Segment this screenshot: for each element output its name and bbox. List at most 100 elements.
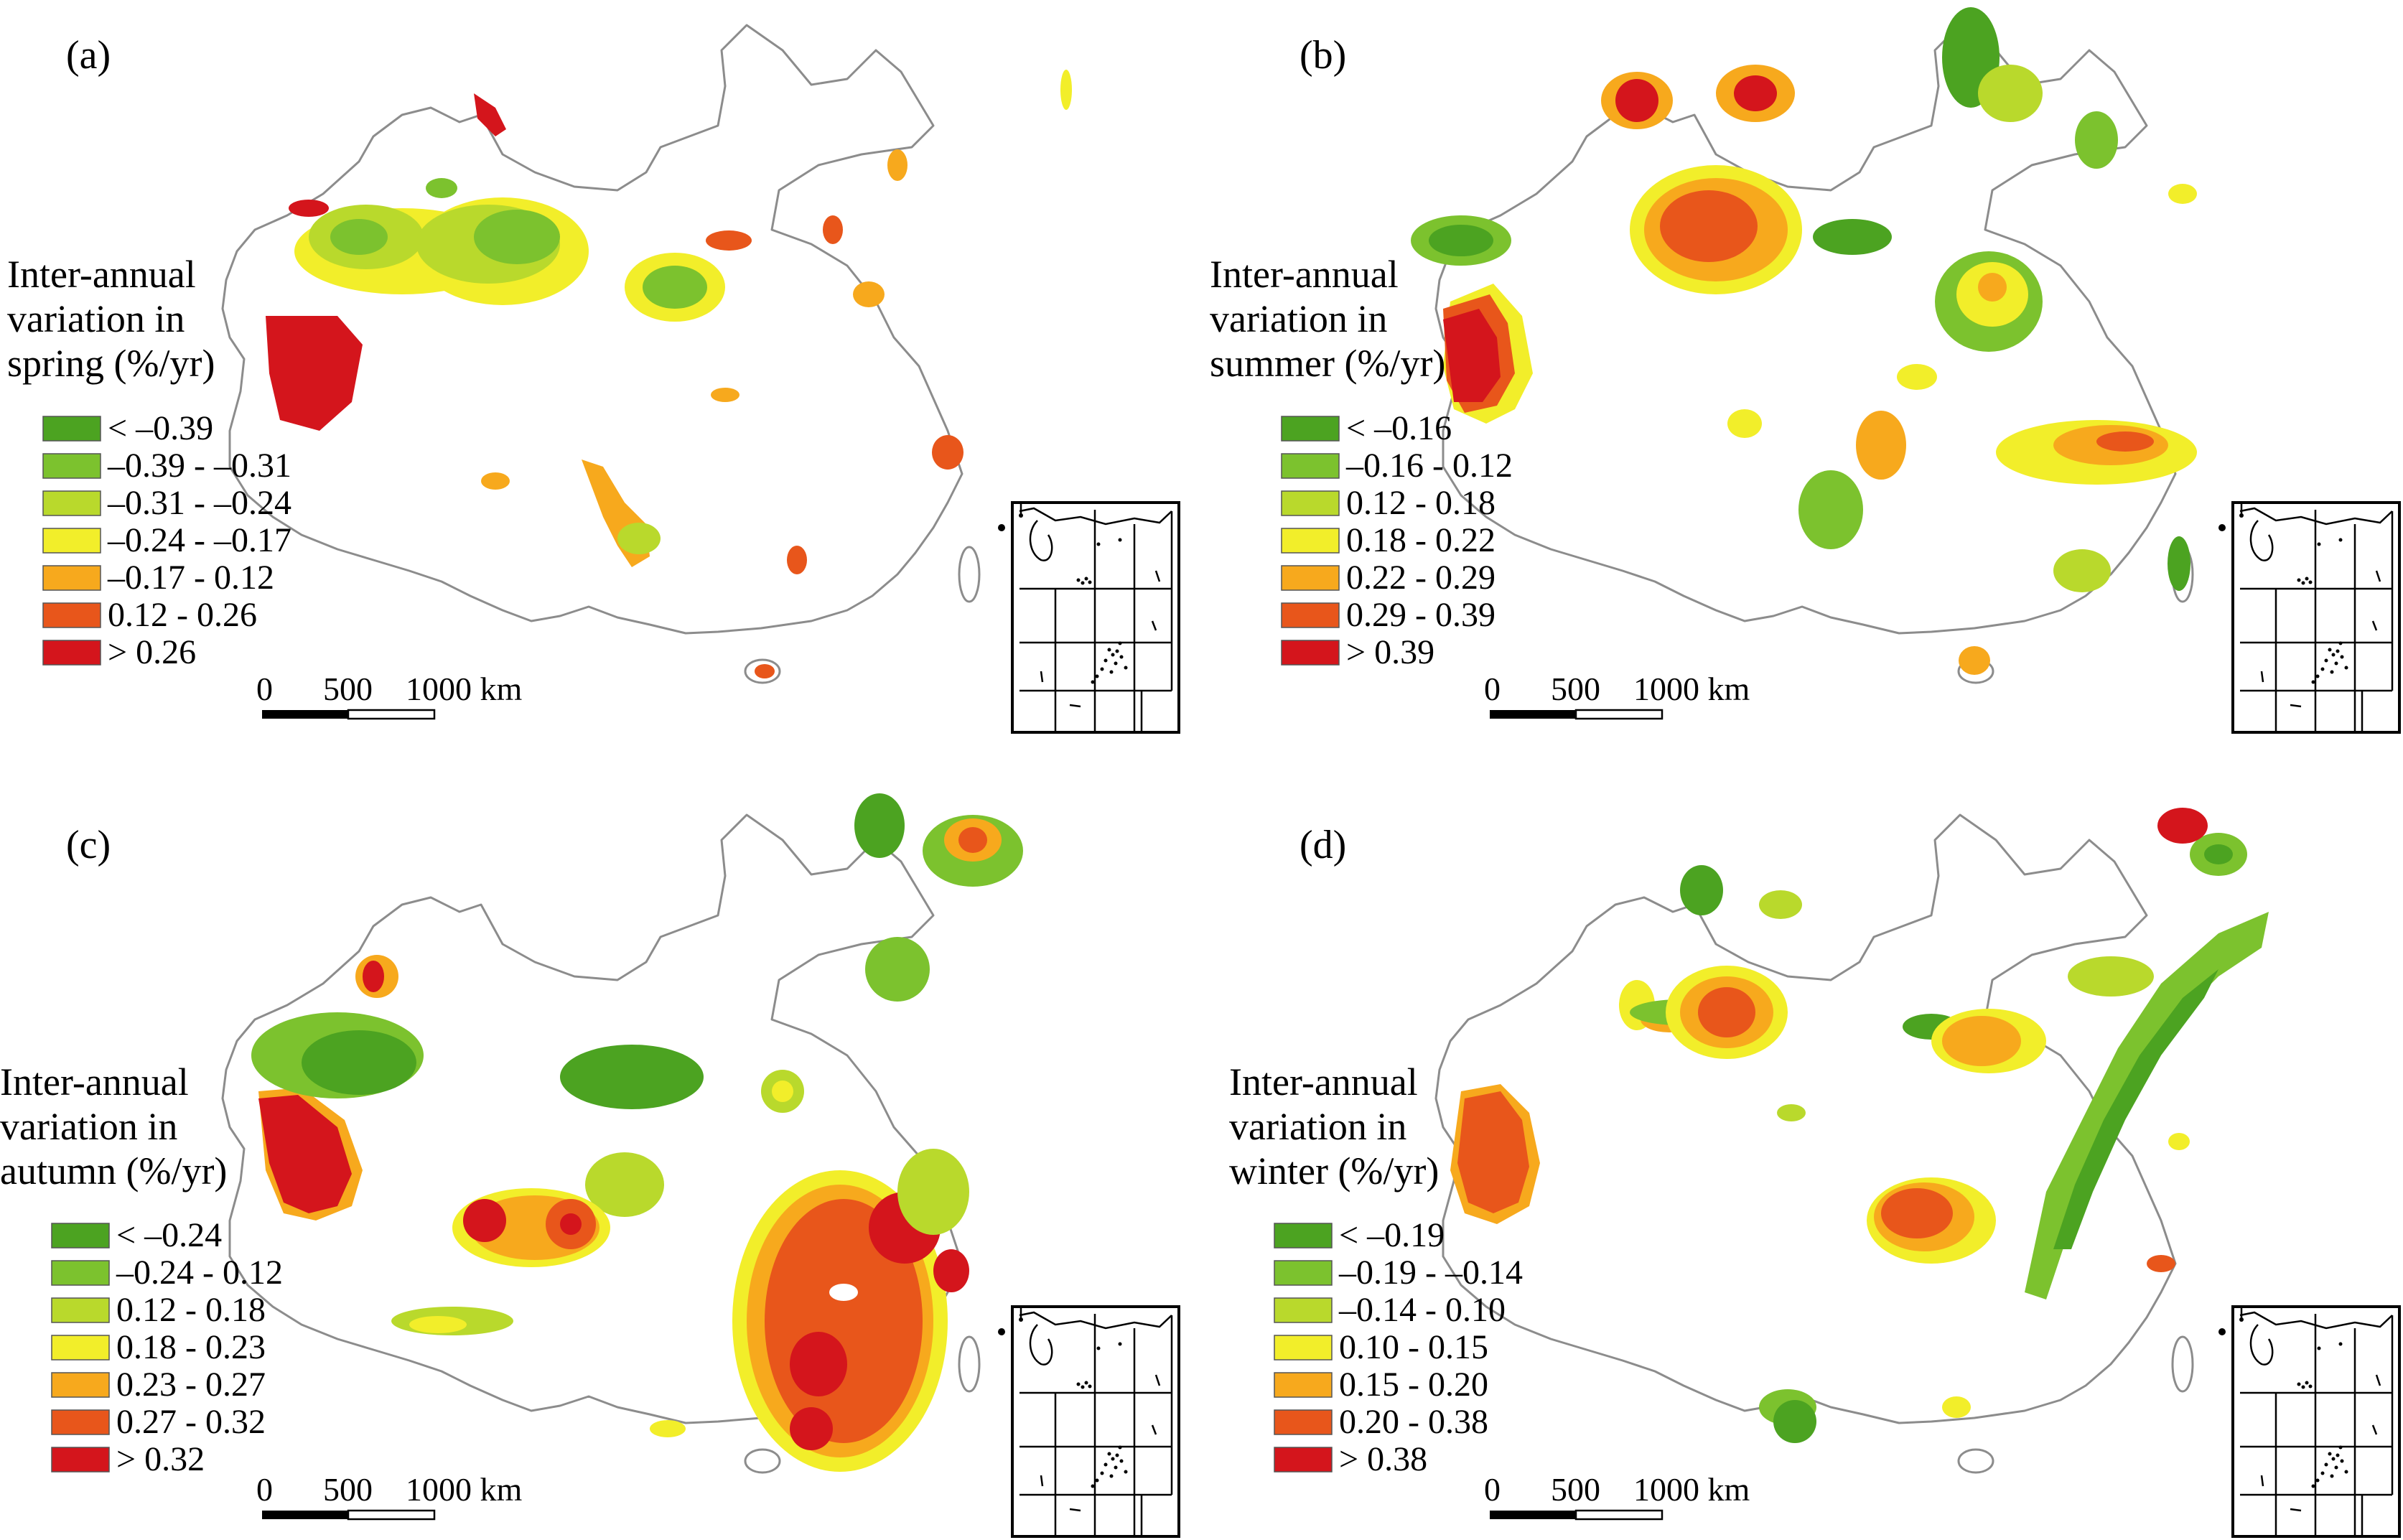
legend-title-line-2: variation in [1229, 1105, 1406, 1148]
legend-swatch [1281, 640, 1340, 666]
legend-label: < –0.19 [1339, 1216, 1445, 1254]
legend-swatch [1274, 1409, 1333, 1435]
legend-label: –0.16 - 0.12 [1345, 447, 1513, 485]
legend-swatch [1274, 1260, 1333, 1286]
legend-label: 0.12 - 0.18 [116, 1291, 266, 1329]
legend-label: 0.27 - 0.32 [116, 1403, 266, 1441]
legend-swatch [1281, 453, 1340, 479]
legend-swatch [42, 565, 101, 591]
trend-patches [1450, 808, 2269, 1443]
legend-label: 0.10 - 0.15 [1339, 1328, 1488, 1366]
legend-swatch [51, 1297, 110, 1323]
trend-patches [266, 70, 1072, 678]
scale-tick-0: 0 [256, 671, 273, 707]
scale-tick-0: 0 [1484, 1471, 1501, 1508]
china-map [1434, 808, 2269, 1474]
legend-swatch [1274, 1372, 1333, 1398]
china-map [221, 793, 1023, 1474]
panel-label: (a) [66, 33, 111, 78]
legend-swatch [42, 416, 101, 442]
legend-swatch [1281, 602, 1340, 628]
panel-b: (b) [1210, 7, 2401, 734]
legend-swatch [42, 453, 101, 479]
scale-tick-500: 500 [1551, 671, 1600, 707]
scale-bar: 0 500 1000 km [256, 671, 523, 720]
legend-swatch [1274, 1297, 1333, 1323]
legend-swatch [42, 528, 101, 554]
trend-patches [1411, 7, 2197, 675]
scale-tick-500: 500 [323, 671, 373, 707]
legend-label: –0.39 - –0.31 [107, 447, 291, 485]
legend-label: > 0.39 [1346, 633, 1434, 671]
south-china-sea-inset [997, 1305, 1180, 1538]
scale-tick-1000: 1000 km [406, 671, 523, 707]
legend-label: < –0.16 [1346, 409, 1452, 447]
scale-tick-500: 500 [1551, 1471, 1600, 1508]
legend-swatch [42, 602, 101, 628]
legend-title-line-3: summer (%/yr) [1210, 342, 1445, 385]
legend-label: > 0.26 [108, 633, 196, 671]
legend-label: –0.24 - –0.17 [107, 521, 291, 559]
legend-label: 0.22 - 0.29 [1346, 559, 1496, 597]
trend-patches [251, 793, 1023, 1472]
scale-bar: 0 500 1000 km [256, 1471, 523, 1521]
legend-label: < –0.39 [108, 409, 213, 447]
legend-title-line-1: Inter-annual [1229, 1060, 1418, 1103]
legend-title-line-1: Inter-annual [7, 253, 196, 296]
scale-tick-0: 0 [256, 1471, 273, 1508]
legend-swatch [1274, 1335, 1333, 1361]
legend-label: –0.17 - 0.12 [107, 559, 274, 597]
panel-a: (a) [7, 24, 1180, 734]
legend-label: 0.15 - 0.20 [1339, 1366, 1488, 1404]
scale-tick-0: 0 [1484, 671, 1501, 707]
legend-title-line-3: winter (%/yr) [1229, 1149, 1439, 1193]
china-map [221, 24, 1072, 684]
legend-title-line-3: autumn (%/yr) [0, 1149, 227, 1193]
legend-label: 0.18 - 0.22 [1346, 521, 1496, 559]
legend-swatch [1281, 565, 1340, 591]
scale-tick-1000: 1000 km [406, 1471, 523, 1508]
scale-tick-1000: 1000 km [1633, 1471, 1750, 1508]
legend-title-line-2: variation in [7, 297, 185, 340]
legend: Inter-annual variation in summer (%/yr) … [1210, 253, 1513, 671]
panel-label: (d) [1300, 823, 1346, 867]
legend: Inter-annual variation in autumn (%/yr) … [0, 1060, 283, 1478]
legend: Inter-annual variation in spring (%/yr) … [7, 253, 291, 671]
panel-label: (c) [66, 823, 111, 867]
legend-swatch [1274, 1447, 1333, 1473]
scale-tick-1000: 1000 km [1633, 671, 1750, 707]
legend-swatch [1274, 1223, 1333, 1249]
legend: Inter-annual variation in winter (%/yr) … [1229, 1060, 1523, 1478]
legend-label: –0.24 - 0.12 [116, 1254, 283, 1292]
legend-label: –0.14 - 0.10 [1338, 1291, 1506, 1329]
legend-swatch [51, 1409, 110, 1435]
legend-title-line-2: variation in [1210, 297, 1387, 340]
legend-title-line-1: Inter-annual [1210, 253, 1399, 296]
panel-d: (d) [1229, 808, 2401, 1538]
legend-label: 0.18 - 0.23 [116, 1328, 266, 1366]
legend-label: –0.31 - –0.24 [107, 484, 291, 522]
legend-swatch [51, 1335, 110, 1361]
south-china-sea-inset [997, 501, 1180, 734]
scale-bar: 0 500 1000 km [1484, 671, 1750, 720]
legend-title-line-2: variation in [0, 1105, 177, 1148]
south-china-sea-inset [2217, 1305, 2401, 1538]
legend-title-line-1: Inter-annual [0, 1060, 189, 1103]
legend-label: 0.29 - 0.39 [1346, 596, 1496, 634]
legend-label: < –0.24 [116, 1216, 222, 1254]
scale-tick-500: 500 [323, 1471, 373, 1508]
legend-swatch [51, 1447, 110, 1473]
legend-swatch [42, 490, 101, 516]
legend-label: 0.12 - 0.26 [108, 596, 257, 634]
legend-title-line-3: spring (%/yr) [7, 342, 215, 385]
china-map [1411, 7, 2197, 684]
panel-label: (b) [1300, 33, 1346, 78]
legend-swatch [1281, 416, 1340, 442]
legend-label: 0.12 - 0.18 [1346, 484, 1496, 522]
legend-swatch [1281, 490, 1340, 516]
legend-label: 0.20 - 0.38 [1339, 1403, 1488, 1441]
legend-label: > 0.32 [116, 1440, 205, 1478]
panel-c: (c) [0, 793, 1180, 1538]
legend-label: > 0.38 [1339, 1440, 1427, 1478]
